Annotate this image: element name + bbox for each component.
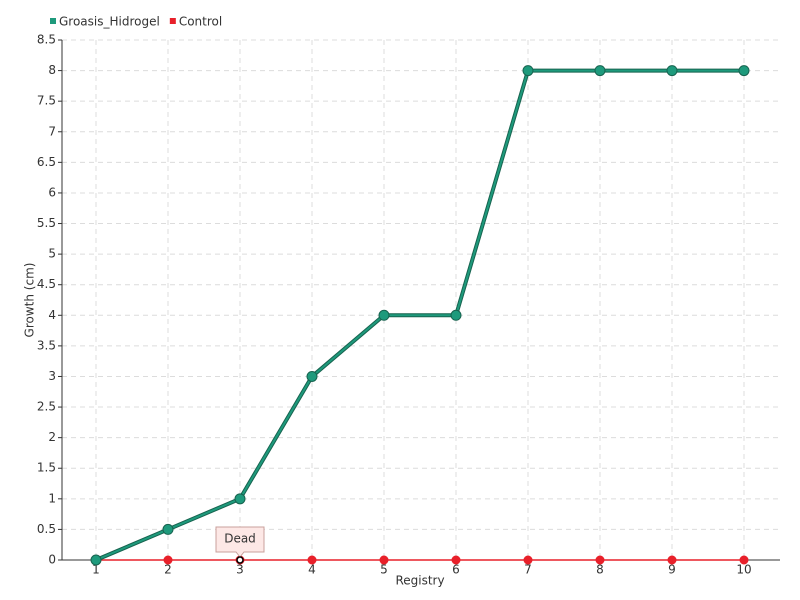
data-point bbox=[738, 65, 750, 77]
y-tick-label: 5.5 bbox=[37, 216, 56, 230]
y-tick-label: 6 bbox=[48, 185, 56, 199]
x-tick-label: 10 bbox=[736, 563, 751, 577]
data-point bbox=[666, 65, 678, 77]
data-point bbox=[162, 523, 174, 535]
x-tick-label: 7 bbox=[524, 563, 532, 577]
data-point bbox=[523, 555, 533, 565]
y-tick-label: 7.5 bbox=[37, 94, 56, 108]
y-tick-label: 6.5 bbox=[37, 155, 56, 169]
annotation: Dead bbox=[215, 526, 265, 564]
data-point bbox=[451, 555, 461, 565]
x-tick-label: 2 bbox=[164, 563, 172, 577]
data-point bbox=[378, 309, 390, 321]
legend-label: Groasis_Hidrogel bbox=[59, 15, 160, 29]
y-tick-label: 0 bbox=[48, 553, 56, 567]
y-tick-label: 4.5 bbox=[37, 277, 56, 291]
y-tick-label: 8.5 bbox=[37, 33, 56, 47]
x-tick-label: 3 bbox=[236, 563, 244, 577]
series-line bbox=[95, 69, 744, 561]
data-point bbox=[667, 555, 677, 565]
x-axis-label: Registry bbox=[395, 574, 444, 588]
x-tick-label: 1 bbox=[92, 563, 100, 577]
legend-label: Control bbox=[179, 15, 222, 29]
x-tick-label: 8 bbox=[596, 563, 604, 577]
data-point bbox=[306, 370, 318, 382]
data-point bbox=[594, 65, 606, 77]
y-tick-label: 1 bbox=[48, 491, 56, 505]
annotation-marker bbox=[236, 556, 244, 564]
y-tick-label: 8 bbox=[48, 63, 56, 77]
data-point bbox=[595, 555, 605, 565]
legend-swatch bbox=[50, 18, 56, 24]
y-tick-label: 4 bbox=[48, 308, 56, 322]
annotation-box bbox=[215, 526, 265, 558]
data-point bbox=[307, 555, 317, 565]
y-tick-label: 2 bbox=[48, 430, 56, 444]
data-point bbox=[522, 65, 534, 77]
data-point bbox=[739, 555, 749, 565]
x-tick-label: 6 bbox=[452, 563, 460, 577]
y-axis-label: Growth (cm) bbox=[23, 263, 37, 338]
y-tick-label: 5 bbox=[48, 247, 56, 261]
data-point bbox=[234, 493, 246, 505]
data-point bbox=[379, 555, 389, 565]
x-tick-label: 4 bbox=[308, 563, 316, 577]
legend-swatch bbox=[169, 18, 176, 24]
data-point bbox=[450, 309, 462, 321]
y-tick-label: 0.5 bbox=[37, 522, 56, 536]
y-tick-label: 2.5 bbox=[37, 400, 56, 414]
x-tick-label: 9 bbox=[668, 563, 676, 577]
data-point bbox=[90, 554, 102, 566]
data-point bbox=[163, 555, 173, 565]
y-tick-label: 3.5 bbox=[37, 338, 56, 352]
y-tick-label: 1.5 bbox=[37, 461, 56, 475]
y-tick-label: 3 bbox=[48, 369, 56, 383]
y-tick-label: 7 bbox=[48, 124, 56, 138]
annotation-text: Dead bbox=[224, 532, 256, 546]
x-tick-label: 5 bbox=[380, 563, 388, 577]
